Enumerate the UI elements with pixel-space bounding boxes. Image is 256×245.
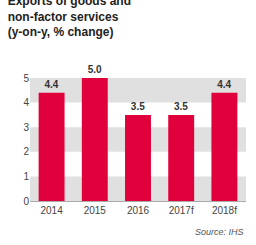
svg-text:2017f: 2017f [169,205,194,216]
svg-text:1: 1 [23,171,29,182]
svg-text:5.0: 5.0 [88,64,102,75]
svg-text:2014: 2014 [40,205,63,216]
svg-text:3.5: 3.5 [131,101,145,112]
svg-text:2016: 2016 [127,205,150,216]
svg-text:2015: 2015 [84,205,107,216]
svg-text:2: 2 [23,146,29,157]
svg-text:4.4: 4.4 [217,79,231,90]
svg-text:4.4: 4.4 [44,79,58,90]
svg-text:Source: IHS: Source: IHS [195,227,244,237]
svg-text:3.5: 3.5 [174,101,188,112]
svg-text:Exports of goods andnon-factor: Exports of goods andnon-factor services(… [8,0,131,39]
svg-text:2018f: 2018f [212,205,237,216]
svg-text:4: 4 [23,97,29,108]
svg-text:5: 5 [23,73,29,84]
svg-text:0: 0 [23,196,29,207]
svg-text:3: 3 [23,122,29,133]
